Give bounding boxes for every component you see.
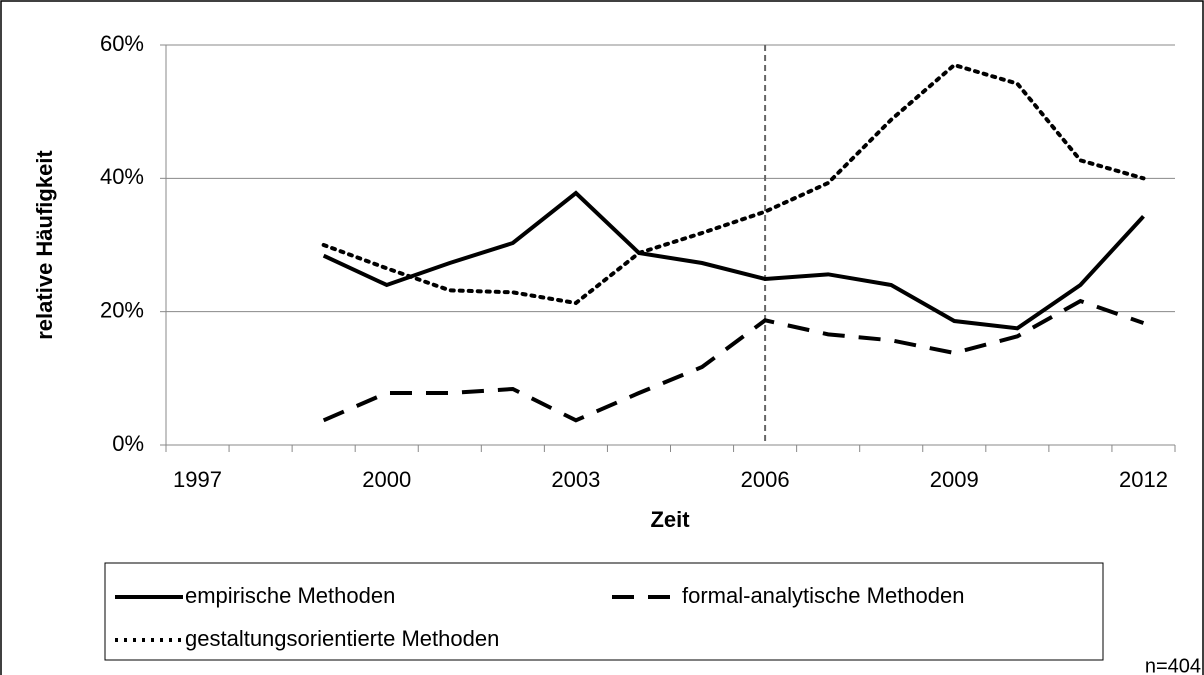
y-tick-label: 0% (112, 431, 144, 456)
y-tick-label: 20% (100, 297, 144, 322)
series-line (322, 298, 1145, 423)
legend-label: gestaltungsorientierte Methoden (185, 626, 499, 651)
x-tick-label: 2003 (551, 467, 600, 492)
x-tick-label: 2009 (930, 467, 979, 492)
x-tick-label: 2006 (741, 467, 790, 492)
x-tick-label: 2000 (362, 467, 411, 492)
y-tick-label: 40% (100, 164, 144, 189)
x-axis-label: Zeit (650, 507, 690, 532)
legend-label: empirische Methoden (185, 583, 395, 608)
x-tick-label: 1997 (173, 467, 222, 492)
legend-label: formal-analytische Methoden (682, 583, 964, 608)
series-line (321, 62, 1146, 306)
legend-box (104, 562, 1104, 661)
annotation: n=404 (1145, 655, 1201, 675)
x-tick-label: 2012 (1119, 467, 1168, 492)
y-axis-label: relative Häufigkeit (32, 150, 57, 340)
series-line (322, 190, 1145, 331)
y-tick-label: 60% (100, 31, 144, 56)
